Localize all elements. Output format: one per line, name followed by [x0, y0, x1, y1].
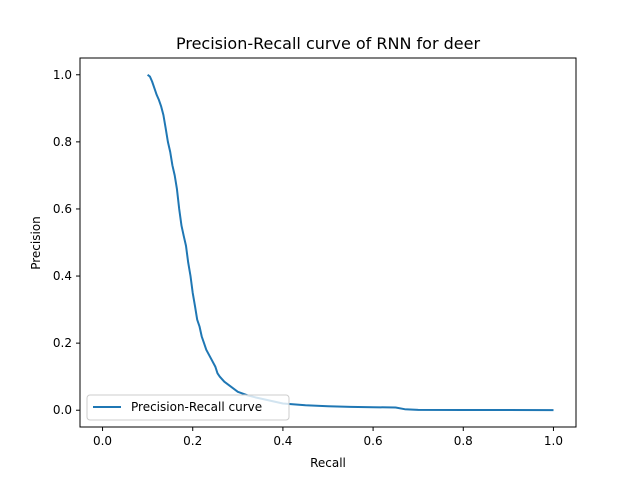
legend-label: Precision-Recall curve [131, 400, 262, 414]
x-axis-label: Recall [310, 456, 346, 470]
y-axis-label: Precision [29, 216, 43, 270]
plot-area [147, 73, 554, 412]
x-tick-label: 0.8 [454, 434, 473, 448]
legend-box [86, 394, 290, 421]
x-axis-ticks: 0.0 0.2 0.4 0.6 0.8 1.0 [93, 427, 563, 448]
y-tick-label: 0.2 [53, 336, 72, 350]
y-tick-label: 0.8 [53, 135, 72, 149]
series-line [147, 73, 554, 412]
x-tick-label: 1.0 [544, 434, 563, 448]
y-tick-label: 0.0 [53, 403, 72, 417]
x-tick-label: 0.4 [273, 434, 292, 448]
x-tick-label: 0.2 [183, 434, 202, 448]
chart-title: Precision-Recall curve of RNN for deer [176, 34, 480, 53]
y-tick-label: 0.6 [53, 202, 72, 216]
plot-frame [79, 57, 577, 428]
y-tick-label: 0.4 [53, 269, 72, 283]
x-tick-label: 0.6 [364, 434, 383, 448]
x-tick-label: 0.0 [93, 434, 112, 448]
y-tick-label: 1.0 [53, 68, 72, 82]
legend: Precision-Recall curve [86, 394, 290, 421]
y-axis-ticks: 0.0 0.2 0.4 0.6 0.8 1.0 [53, 68, 80, 417]
